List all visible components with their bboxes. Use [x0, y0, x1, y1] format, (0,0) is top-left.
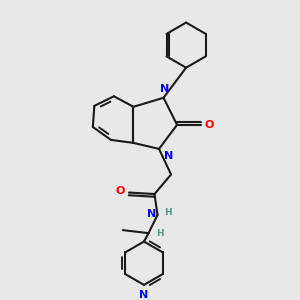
- Text: H: H: [164, 208, 172, 217]
- Text: N: N: [164, 151, 173, 161]
- Text: O: O: [115, 186, 124, 196]
- Text: O: O: [205, 120, 214, 130]
- Text: N: N: [140, 290, 148, 300]
- Text: N: N: [147, 209, 156, 220]
- Text: N: N: [160, 84, 170, 94]
- Text: H: H: [156, 229, 164, 238]
